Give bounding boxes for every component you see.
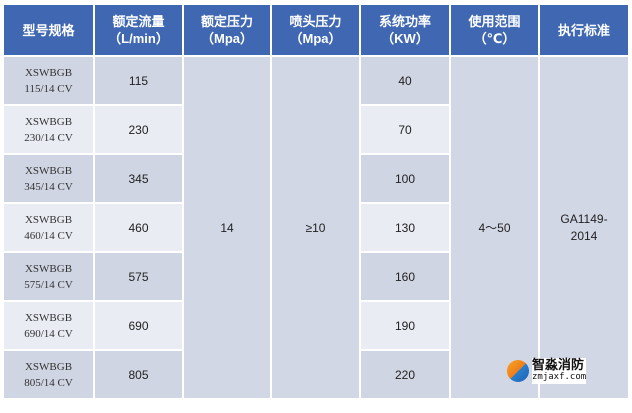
rated-pressure-cell: 14 [182, 55, 272, 400]
logo-icon [507, 360, 529, 382]
range-cell: 4～50 [449, 55, 540, 400]
model-cell: XSWBGB 115/14 CV [2, 55, 95, 106]
model-spec: 230/14 CV [24, 131, 73, 144]
standard-code: GA1149- [560, 211, 608, 226]
model-cell: XSWBGB 230/14 CV [2, 104, 95, 155]
power-cell: 160 [359, 251, 451, 302]
header-label: 系统功率 [378, 14, 431, 29]
model-cell: XSWBGB 460/14 CV [2, 202, 95, 253]
model-spec: 345/14 CV [24, 180, 73, 193]
table-row: XSWBGB 460/14 CV 460 130 [2, 202, 629, 253]
watermark-logo: 智淼消防 zmjaxf.com [507, 358, 587, 384]
header-label: 额定流量 [112, 14, 165, 29]
flow-cell: 575 [93, 251, 184, 302]
flow-cell: 230 [93, 104, 184, 155]
power-cell: 40 [359, 55, 451, 106]
model-cell: XSWBGB 690/14 CV [2, 300, 95, 351]
header-unit: （Mpa） [289, 31, 342, 46]
flow-cell: 115 [93, 55, 184, 106]
model-cell: XSWBGB 805/14 CV [2, 349, 95, 400]
model-name: XSWBGB [24, 360, 73, 373]
table-row: XSWBGB 805/14 CV 805 220 [2, 349, 629, 400]
standard-cell: GA1149- 2014 [538, 55, 630, 400]
model-name: XSWBGB [24, 311, 73, 324]
logo-name: 智淼消防 [532, 358, 587, 371]
header-unit: （KW） [381, 31, 429, 46]
model-name: XSWBGB [24, 213, 73, 226]
model-name: XSWBGB [24, 164, 73, 177]
header-label: 额定压力 [200, 14, 253, 29]
spec-table: 型号规格 额定流量 （L/min） 额定压力 （Mpa） 喷头压力 （Mpa） 系统功率 （KW… [2, 3, 630, 400]
model-cell: XSWBGB 575/14 CV [2, 251, 95, 302]
table-row: XSWBGB 690/14 CV 690 190 [2, 300, 629, 351]
model-spec: 460/14 CV [24, 229, 73, 242]
power-cell: 130 [359, 202, 451, 253]
model-spec: 115/14 CV [24, 82, 73, 95]
model-cell: XSWBGB 345/14 CV [2, 153, 95, 204]
model-spec: 690/14 CV [24, 327, 73, 340]
model-spec: 575/14 CV [24, 278, 73, 291]
standard-year: 2014 [570, 228, 598, 243]
model-name: XSWBGB [24, 115, 73, 128]
header-unit: （L/min） [108, 31, 169, 46]
model-name: XSWBGB [24, 66, 73, 79]
nozzle-pressure-cell: ≥10 [270, 55, 361, 400]
power-cell: 190 [359, 300, 451, 351]
flow-cell: 460 [93, 202, 184, 253]
header-unit: （℃） [473, 31, 516, 46]
power-cell: 70 [359, 104, 451, 155]
column-header: 额定压力 （Mpa） [182, 3, 272, 57]
column-header: 型号规格 [2, 3, 95, 57]
model-name: XSWBGB [24, 262, 73, 275]
table-body: XSWBGB 115/14 CV 115 14 ≥10 40 4～50 GA1149- 2014… [2, 55, 630, 400]
flow-cell: 345 [93, 153, 184, 204]
flow-cell: 690 [93, 300, 184, 351]
column-header: 喷头压力 （Mpa） [270, 3, 361, 57]
column-header: 系统功率 （KW） [359, 3, 451, 57]
power-cell: 220 [359, 349, 451, 400]
table-row: XSWBGB 345/14 CV 345 100 [2, 153, 629, 204]
power-cell: 100 [359, 153, 451, 204]
header-label: 喷头压力 [289, 14, 342, 29]
header-label: 型号规格 [22, 22, 75, 38]
table-row: XSWBGB 230/14 CV 230 70 [2, 104, 629, 155]
flow-cell: 805 [93, 349, 184, 400]
column-header: 执行标准 [538, 3, 630, 57]
logo-url: zmjaxf.com [532, 371, 587, 384]
column-header: 额定流量 （L/min） [93, 3, 184, 57]
header-label: 使用范围 [468, 14, 521, 29]
header-unit: （Mpa） [200, 31, 253, 46]
column-header: 使用范围 （℃） [449, 3, 540, 57]
model-spec: 805/14 CV [24, 376, 73, 389]
header-row: 型号规格 额定流量 （L/min） 额定压力 （Mpa） 喷头压力 （Mpa） 系统功率 （KW… [2, 3, 630, 57]
table-row: XSWBGB 575/14 CV 575 160 [2, 251, 629, 302]
table-row: XSWBGB 115/14 CV 115 14 ≥10 40 4～50 GA1149- 2014 [2, 55, 630, 400]
header-label: 执行标准 [557, 22, 610, 38]
